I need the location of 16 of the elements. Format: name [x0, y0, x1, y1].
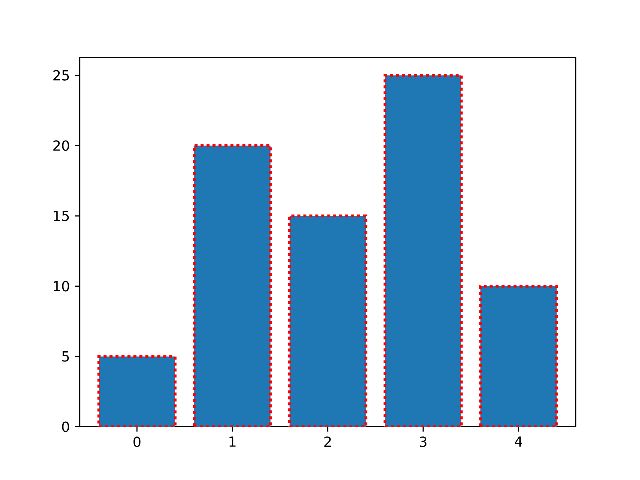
x-tick-label: 3: [420, 436, 427, 448]
bar: [193, 144, 272, 427]
y-tick-label: 25: [54, 70, 70, 81]
x-tick-label: 0: [134, 436, 141, 448]
y-tick-label: 0: [62, 422, 70, 432]
y-tick-label: 15: [54, 210, 70, 222]
x-tick-label: 2: [324, 436, 332, 448]
x-tick-label: 4: [515, 436, 522, 447]
x-tick-label: 1: [230, 436, 236, 447]
y-tick-label: 10: [54, 281, 70, 292]
y-tick-label: 20: [54, 140, 70, 152]
bar: [288, 214, 368, 427]
bar: [384, 74, 463, 427]
bar: [479, 285, 558, 427]
y-tick-label: 5: [62, 352, 70, 362]
bar: [98, 355, 177, 427]
